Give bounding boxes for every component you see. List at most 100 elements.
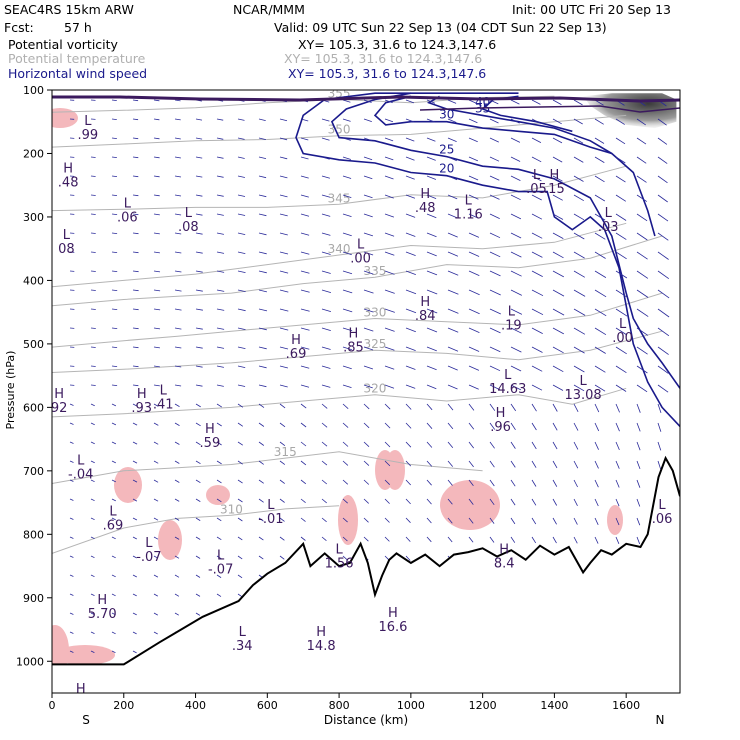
wind-vector-207 <box>195 384 203 387</box>
wind-vector-267 <box>237 308 246 312</box>
wind-vector-273 <box>237 422 244 427</box>
wind-vector-416 <box>342 99 351 103</box>
wind-vector-658 <box>489 441 495 449</box>
wind-vector-780 <box>573 327 586 335</box>
wind-vector-662 <box>489 517 495 524</box>
theta-contour-label-3: 325 <box>364 337 387 351</box>
wind-vector-299 <box>258 308 268 312</box>
wind-vector-229 <box>216 194 224 197</box>
x-tick-label-8: 1600 <box>612 699 640 712</box>
wind-vector-782 <box>573 365 585 373</box>
wind-vector-841 <box>615 270 628 279</box>
wind-vector-612 <box>468 175 479 181</box>
wind-vector-516 <box>405 175 415 180</box>
theta-contour-330 <box>52 292 663 348</box>
wind-contour-label-1: 25 <box>439 143 454 157</box>
wind-vector-164 <box>174 175 182 178</box>
wind-vector-788 <box>573 479 578 488</box>
pv-extremum-value-2: .06 <box>117 210 138 225</box>
wind-vector-879 <box>636 384 648 393</box>
pv-extremum-value-31: .34 <box>232 639 253 654</box>
org-label: NCAR/MMM <box>233 2 305 17</box>
wind-vector-740 <box>552 175 563 182</box>
wind-vector-679 <box>510 232 522 239</box>
wind-vector-456 <box>363 251 374 256</box>
pv-extremum-value-30: 8.4 <box>494 556 515 571</box>
wind-vector-367 <box>300 384 310 388</box>
wind-vector-86 <box>111 517 116 521</box>
wind-vector-834 <box>615 137 626 145</box>
wind-vector-833 <box>615 118 625 125</box>
wind-vector-166 <box>174 213 182 216</box>
wind-vector-837 <box>615 194 627 202</box>
wind-vector-855 <box>615 536 620 544</box>
wind-vector-43 <box>90 308 96 310</box>
wind-vector-743 <box>552 232 564 239</box>
wind-vector-173 <box>174 346 182 349</box>
wind-vector-243 <box>216 460 222 465</box>
wind-vector-515 <box>405 156 415 161</box>
pv-extremum-type-3: L <box>185 206 193 221</box>
wind-vector-912 <box>657 403 662 414</box>
wind-vector-821 <box>594 498 599 507</box>
theta-contour-label-6: 340 <box>328 242 351 256</box>
wind-vector-647 <box>489 232 501 239</box>
wind-vector-199 <box>195 232 203 235</box>
wind-vector-259 <box>237 156 245 159</box>
wind-vector-650 <box>489 289 501 296</box>
wind-vector-201 <box>195 270 203 273</box>
wind-vector-186 <box>174 593 180 597</box>
wind-vector-534 <box>405 517 411 523</box>
wind-vector-109 <box>132 346 139 349</box>
pv-extremum-type-32: H <box>316 625 326 640</box>
wind-vector-836 <box>615 175 626 183</box>
wind-vector-275 <box>237 460 243 465</box>
wind-vector-781 <box>573 346 585 354</box>
wind-vector-24 <box>69 555 74 558</box>
wind-vector-611 <box>468 156 479 162</box>
wind-vector-374 <box>300 517 306 522</box>
wind-vector-562 <box>426 441 433 448</box>
wind-vector-324 <box>279 175 288 179</box>
wind-vector-335 <box>279 384 288 388</box>
wind-vector-228 <box>216 175 224 178</box>
wind-vector-417 <box>342 118 351 122</box>
pv-extremum-value-7: .84 <box>415 309 436 324</box>
wind-vector-883 <box>636 460 641 470</box>
wind-vector-303 <box>258 384 267 388</box>
wind-vector-480 <box>384 99 393 104</box>
pv-negative-patch-4 <box>114 467 142 503</box>
wind-vector-627 <box>468 460 474 468</box>
wind-vector-401 <box>321 422 328 428</box>
wind-vector-874 <box>636 289 649 298</box>
pv-extremum-value-22: -.04 <box>68 467 93 482</box>
wind-vector-16 <box>69 403 74 406</box>
wind-vector-463 <box>363 384 373 389</box>
wind-vector-653 <box>489 346 501 353</box>
wind-vector-585 <box>447 270 459 276</box>
pv-tropopause-line <box>52 95 680 103</box>
wind-vector-676 <box>510 175 521 181</box>
pv-extremum-value-4: 08 <box>58 242 75 257</box>
wind-vector-451 <box>363 156 373 161</box>
pv-negative-patch-0 <box>52 108 78 128</box>
wind-vector-54 <box>90 517 95 521</box>
wind-vector-147 <box>153 460 159 464</box>
pv-extremum-value-33: .80 <box>70 696 91 711</box>
wind-vector-247 <box>216 536 222 541</box>
wind-vector-40 <box>90 251 96 253</box>
wind-vector-715 <box>531 308 544 316</box>
wind-vector-140 <box>153 327 161 330</box>
wind-vector-371 <box>300 460 307 466</box>
wind-vector-909 <box>657 346 669 355</box>
wind-vector-59 <box>90 612 95 615</box>
wind-vector-873 <box>636 270 649 279</box>
wind-vector-582 <box>447 213 458 219</box>
wind-vector-898 <box>657 137 668 145</box>
x-tick-label-5: 1000 <box>397 699 425 712</box>
wind-vector-341 <box>279 498 285 503</box>
wind-vector-812 <box>594 327 607 336</box>
wind-vector-914 <box>657 441 662 451</box>
wind-vector-737 <box>552 118 562 125</box>
wind-vector-844 <box>615 327 628 336</box>
